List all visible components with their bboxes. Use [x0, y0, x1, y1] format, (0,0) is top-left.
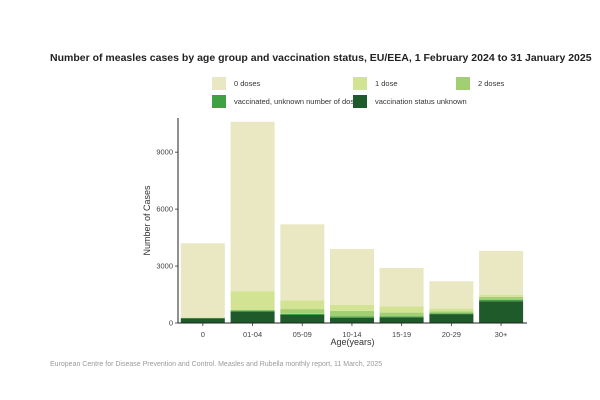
- legend-label-vaccinated-unknown-number-of-doses: vaccinated, unknown number of doses: [234, 97, 362, 106]
- bar-0-doses-10-14: [330, 249, 374, 305]
- bar-vaccinated-unknown-number-of-doses-15-19: [379, 316, 424, 318]
- legend-label-0-doses: 0 doses: [234, 79, 261, 88]
- legend-label-vaccination-status-unknown: vaccination status unknown: [375, 97, 467, 106]
- x-tick-label-15-19: 15-19: [392, 330, 411, 339]
- bar-1-dose-30: [479, 294, 524, 297]
- x-tick-label-05-09: 05-09: [293, 330, 312, 339]
- bar-2-doses-30: [479, 296, 524, 300]
- x-tick-label-20-29: 20-29: [442, 330, 461, 339]
- bar-2-doses-15-19: [379, 312, 424, 317]
- bar-vaccination-status-unknown-10-14: [330, 317, 374, 323]
- bar-vaccinated-unknown-number-of-doses-30: [479, 299, 524, 302]
- x-tick-label-01-04: 01-04: [243, 330, 262, 339]
- bar-0-doses-0: [180, 243, 225, 318]
- bar-vaccinated-unknown-number-of-doses-20-29: [429, 313, 474, 315]
- legend-item-vaccination-status-unknown: vaccination status unknown: [353, 95, 467, 108]
- legend-swatch-1-dose: [353, 77, 367, 90]
- legend-item-0-doses: 0 doses: [212, 77, 260, 90]
- bar-vaccination-status-unknown-30: [479, 301, 524, 323]
- bar-0-doses-30: [479, 250, 524, 295]
- bar-vaccinated-unknown-number-of-doses-01-04: [230, 310, 275, 312]
- y-axis-title: Number of Cases: [142, 185, 152, 256]
- legend-swatch-0-doses: [212, 77, 226, 90]
- y-tick-label-9000: 9000: [156, 148, 173, 157]
- y-tick-label-3000: 3000: [156, 262, 173, 271]
- bar-vaccinated-unknown-number-of-doses-10-14: [330, 316, 374, 318]
- y-tick-label-6000: 6000: [156, 205, 173, 214]
- bar-2-doses-10-14: [330, 310, 374, 317]
- x-axis-title: Age(years): [330, 337, 374, 347]
- bar-vaccination-status-unknown-20-29: [429, 314, 474, 323]
- chart-title: Number of measles cases by age group and…: [50, 52, 592, 64]
- bar-vaccinated-unknown-number-of-doses-05-09: [280, 313, 325, 315]
- bar-1-dose-0: [180, 317, 225, 318]
- legend-swatch-2-doses: [456, 77, 470, 90]
- bar-2-doses-05-09: [280, 309, 325, 314]
- bar-0-doses-15-19: [379, 268, 424, 307]
- bar-1-dose-20-29: [429, 308, 474, 312]
- bar-0-doses-05-09: [280, 224, 325, 301]
- bar-1-dose-01-04: [230, 291, 275, 311]
- bar-0-doses-01-04: [230, 121, 275, 292]
- source-note: European Centre for Disease Prevention a…: [50, 361, 383, 368]
- x-tick-label-0: 0: [201, 330, 205, 339]
- bar-vaccination-status-unknown-01-04: [230, 311, 275, 323]
- legend-label-2-doses: 2 doses: [478, 79, 505, 88]
- bar-vaccination-status-unknown-0: [180, 318, 225, 323]
- x-tick-label-10-14: 10-14: [342, 330, 361, 339]
- bar-1-dose-05-09: [280, 300, 325, 310]
- bar-0-doses-20-29: [429, 281, 474, 309]
- legend-item-2-doses: 2 doses: [456, 77, 504, 90]
- legend-swatch-vaccination-status-unknown: [353, 95, 367, 108]
- legend-item-vaccinated-unknown-number-of-doses: vaccinated, unknown number of doses: [212, 95, 362, 108]
- bar-1-dose-15-19: [379, 306, 424, 313]
- bar-2-doses-20-29: [429, 311, 474, 314]
- legend-item-1-dose: 1 dose: [353, 77, 398, 90]
- legend-swatch-vaccinated-unknown-number-of-doses: [212, 95, 226, 108]
- legend-label-1-dose: 1 dose: [375, 79, 398, 88]
- y-tick-label-0: 0: [169, 319, 173, 328]
- bar-vaccination-status-unknown-15-19: [379, 317, 424, 323]
- x-tick-label-30: 30+: [495, 330, 508, 339]
- bar-vaccination-status-unknown-05-09: [280, 315, 325, 323]
- bar-1-dose-10-14: [330, 304, 374, 311]
